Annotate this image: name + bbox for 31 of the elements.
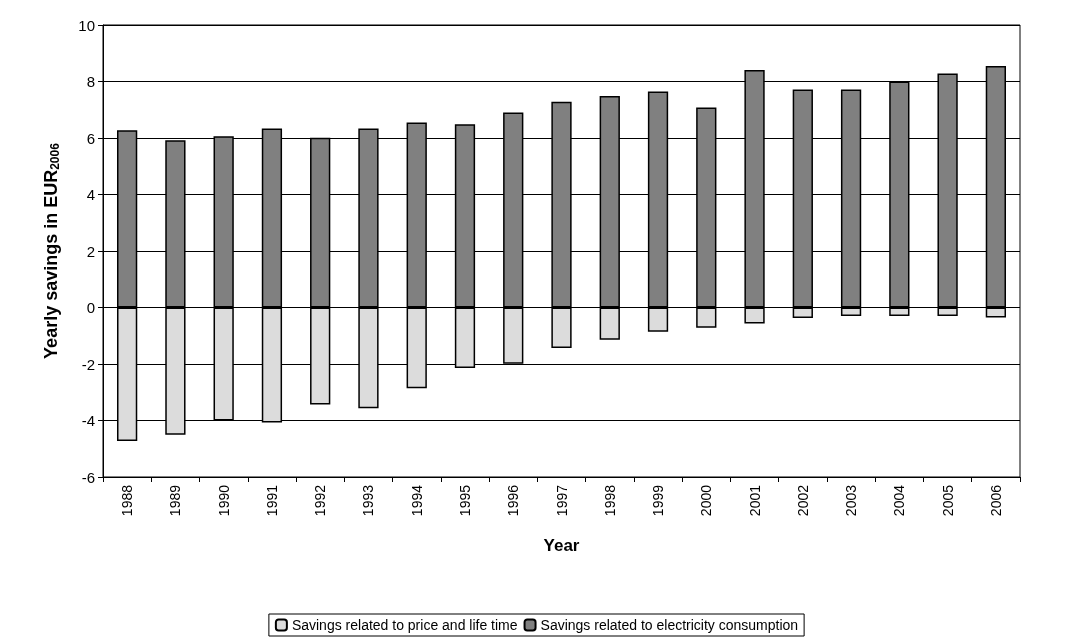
y-tick-label: -6 [81, 468, 95, 486]
x-tick-label: 1991 [263, 484, 280, 517]
x-tick-label: 2003 [843, 484, 860, 517]
x-tick-label: 1989 [167, 484, 184, 517]
legend-label: Savings related to price and life time [291, 617, 518, 633]
x-tick-label: 2006 [987, 484, 1004, 517]
x-tick-label: 2002 [794, 484, 811, 517]
y-tick-label: 4 [86, 186, 95, 203]
x-tick-label: 1998 [601, 484, 618, 517]
y-tick-label: 6 [86, 129, 95, 147]
x-tick-label: 1995 [456, 484, 473, 517]
x-tick-label: 1993 [360, 484, 377, 517]
x-tick-label: 2000 [698, 484, 715, 517]
legend-label: Savings related to electricity consumption [540, 617, 799, 633]
x-tick-label: 1999 [650, 484, 667, 517]
y-tick-label: 8 [86, 73, 95, 90]
y-tick-label: 0 [86, 299, 95, 316]
x-tick-label: 2004 [891, 484, 908, 517]
x-tick-label: 1994 [408, 484, 425, 517]
x-tick-label: 2005 [939, 484, 956, 517]
x-tick-label: 1992 [312, 484, 329, 517]
y-tick-label: 10 [78, 16, 95, 34]
x-axis-title: Year [543, 536, 580, 555]
x-tick-label: 1996 [505, 484, 522, 517]
y-tick-label: -4 [81, 412, 95, 429]
x-tick-label: 2001 [746, 484, 763, 517]
x-tick-label: 1990 [215, 484, 232, 517]
y-tick-label: 2 [86, 242, 95, 260]
x-tick-label: 1997 [553, 484, 570, 517]
y-tick-label: -2 [81, 355, 95, 373]
x-tick-label: 1988 [119, 484, 136, 517]
